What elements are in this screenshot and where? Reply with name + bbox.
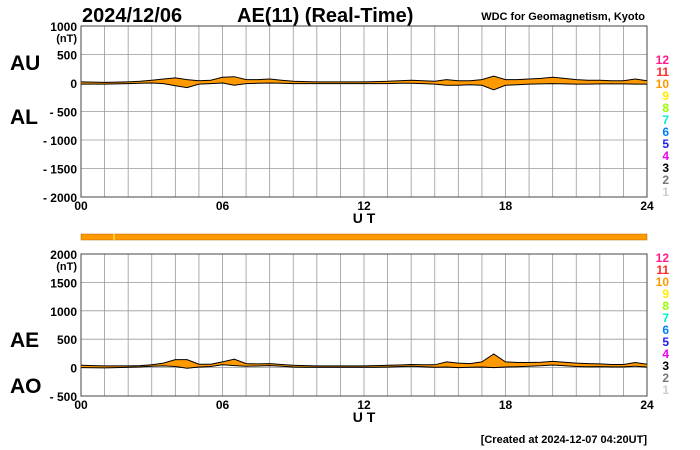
- level-legend-2: 2: [662, 371, 669, 385]
- series-label-ao: AO: [10, 375, 42, 398]
- y-tick-label: - 1000: [43, 134, 77, 148]
- y-tick-label: 1500: [50, 276, 77, 290]
- x-tick-label: 06: [216, 398, 230, 412]
- plot-frame: [80, 253, 648, 397]
- level-legend-6: 6: [662, 323, 669, 337]
- level-legend-11: 11: [656, 65, 669, 79]
- x-tick-label: 06: [216, 199, 230, 213]
- x-tick-label: 18: [499, 199, 513, 213]
- series-label-ae: AE: [10, 329, 39, 352]
- x-tick-label: 12: [357, 398, 371, 412]
- series-line-ae: [80, 353, 648, 367]
- y-tick-label: 0: [70, 77, 77, 91]
- series-line-ao: [80, 364, 648, 369]
- level-legend-8: 8: [662, 101, 669, 115]
- y-tick-label: 1000: [50, 305, 77, 319]
- y-tick-label: 500: [57, 333, 77, 347]
- x-tick-label: 00: [74, 199, 88, 213]
- level-legend-1: 1: [662, 383, 669, 397]
- y-tick-label: 2000: [50, 248, 77, 262]
- level-legend-5: 5: [662, 335, 669, 349]
- x-tick-label: 12: [357, 199, 371, 213]
- level-legend-11: 11: [656, 263, 669, 277]
- series-line-au: [80, 75, 648, 83]
- y-tick-label: - 500: [50, 106, 78, 120]
- level-legend-2: 2: [662, 173, 669, 187]
- level-legend-5: 5: [662, 137, 669, 151]
- level-legend-12: 12: [656, 53, 670, 67]
- level-legend-9: 9: [662, 287, 669, 301]
- created-timestamp: [Created at 2024-12-07 04:20UT]: [481, 434, 648, 446]
- level-legend-3: 3: [662, 359, 669, 373]
- level-legend-1: 1: [662, 185, 669, 199]
- x-tick-label: 24: [640, 398, 654, 412]
- activity-level-bar: [80, 233, 648, 241]
- series-label-al: AL: [10, 106, 38, 129]
- plot-frame: [80, 25, 648, 198]
- level-legend-10: 10: [656, 77, 670, 91]
- series-line-al: [81, 82, 647, 91]
- y-tick-label: - 500: [50, 390, 78, 404]
- x-tick-label: 24: [640, 199, 654, 213]
- y-tick-label: 500: [57, 49, 77, 63]
- x-axis-label: U T: [353, 409, 376, 425]
- y-tick-label: 0: [70, 362, 77, 376]
- date-title: 2024/12/06: [82, 5, 182, 27]
- y-tick-label: 1000: [50, 20, 77, 34]
- x-tick-label: 00: [74, 398, 88, 412]
- level-legend-8: 8: [662, 299, 669, 313]
- level-legend-3: 3: [662, 161, 669, 175]
- level-legend-4: 4: [662, 149, 669, 163]
- panel-au-al: 1000 500 0 - 500 - 1000 - 1500 - 2000 (nT) 00 06 1…: [10, 20, 669, 226]
- level-legend-7: 7: [662, 113, 669, 127]
- index-title: AE(11) (Real-Time): [237, 5, 413, 27]
- unit-label: (nT): [56, 261, 77, 273]
- level-legend-9: 9: [662, 89, 669, 103]
- y-tick-label: - 1500: [43, 163, 77, 177]
- unit-label: (nT): [56, 33, 77, 45]
- y-tick-label: - 2000: [43, 191, 77, 205]
- level-legend-10: 10: [656, 275, 670, 289]
- level-legend-4: 4: [662, 347, 669, 361]
- x-axis-label: U T: [353, 210, 376, 226]
- level-legend-12: 12: [656, 251, 670, 265]
- x-tick-label: 18: [499, 398, 513, 412]
- series-label-au: AU: [10, 52, 40, 75]
- source-label: WDC for Geomagnetism, Kyoto: [481, 11, 645, 23]
- level-legend-6: 6: [662, 125, 669, 139]
- level-legend-7: 7: [662, 311, 669, 325]
